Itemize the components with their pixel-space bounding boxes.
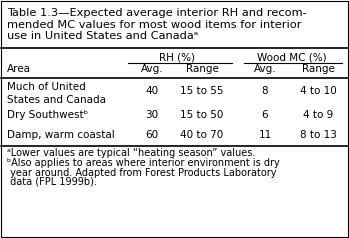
- Text: use in United States and Canadaᵃ: use in United States and Canadaᵃ: [7, 31, 198, 41]
- Text: 40: 40: [146, 86, 158, 96]
- Text: Range: Range: [302, 64, 334, 74]
- Text: 6: 6: [262, 110, 268, 120]
- Text: 11: 11: [258, 130, 272, 140]
- Text: mended MC values for most wood items for interior: mended MC values for most wood items for…: [7, 20, 302, 30]
- Text: 4 to 10: 4 to 10: [300, 86, 336, 96]
- Text: 8: 8: [262, 86, 268, 96]
- Text: Much of United
States and Canada: Much of United States and Canada: [7, 81, 106, 105]
- Text: year around. Adapted from Forest Products Laboratory: year around. Adapted from Forest Product…: [7, 168, 276, 178]
- Text: 4 to 9: 4 to 9: [303, 110, 333, 120]
- Text: ᵇAlso applies to areas where interior environment is dry: ᵇAlso applies to areas where interior en…: [7, 158, 280, 168]
- Text: Area: Area: [7, 64, 31, 74]
- Text: 15 to 55: 15 to 55: [180, 86, 224, 96]
- Text: RH (%): RH (%): [159, 52, 195, 62]
- Text: Wood MC (%): Wood MC (%): [257, 52, 326, 62]
- Text: 8 to 13: 8 to 13: [299, 130, 336, 140]
- Text: 40 to 70: 40 to 70: [180, 130, 224, 140]
- Text: ᵃLower values are typical “heating season” values.: ᵃLower values are typical “heating seaso…: [7, 149, 255, 159]
- Text: data (FPL 1999b).: data (FPL 1999b).: [7, 177, 97, 187]
- Text: Avg.: Avg.: [141, 64, 163, 74]
- Text: 60: 60: [146, 130, 158, 140]
- Text: Dry Southwestᵇ: Dry Southwestᵇ: [7, 110, 88, 120]
- Text: Avg.: Avg.: [254, 64, 276, 74]
- Text: 15 to 50: 15 to 50: [180, 110, 224, 120]
- Text: Damp, warm coastal: Damp, warm coastal: [7, 130, 115, 140]
- Text: Range: Range: [186, 64, 218, 74]
- Text: 30: 30: [146, 110, 158, 120]
- Text: Table 1.3—Expected average interior RH and recom-: Table 1.3—Expected average interior RH a…: [7, 8, 307, 18]
